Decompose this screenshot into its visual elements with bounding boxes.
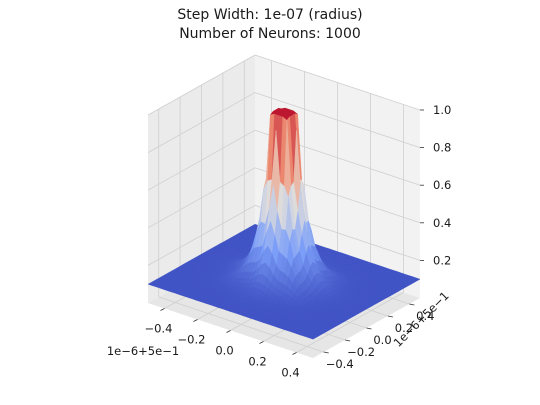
z-grid-back — [254, 54, 421, 111]
z-tick-label: 0.4 — [433, 216, 451, 230]
y-tick-label: −0.4 — [326, 357, 354, 371]
z-grid-left — [147, 205, 256, 266]
z-tick-label: 0.6 — [433, 178, 451, 192]
x-tick — [193, 319, 198, 322]
chart-title-block: Step Width: 1e-07 (radius) Number of Neu… — [0, 6, 540, 44]
surface-mesh — [147, 107, 421, 340]
y-tick-label: 0.2 — [395, 321, 413, 335]
x-tick-label: −0.4 — [145, 322, 173, 336]
y-tick — [366, 327, 372, 330]
y-tick-label: 0.4 — [416, 309, 434, 323]
x-tick — [226, 330, 231, 333]
x-tick-label: 0.0 — [215, 344, 233, 358]
x-tick — [292, 352, 297, 355]
x-tick — [160, 308, 165, 311]
surface-patch — [308, 336, 317, 340]
tick-marks — [160, 109, 424, 355]
y-tick-label: −0.2 — [347, 345, 375, 359]
y-tick — [409, 303, 415, 306]
z-grid-back — [254, 92, 421, 148]
z-tick-label: 1.0 — [433, 103, 451, 117]
z-tick-label: 0.8 — [433, 141, 451, 155]
y-tick-label: 0.0 — [373, 333, 391, 347]
z-grid-left — [147, 167, 256, 229]
z-grid-left — [147, 54, 256, 116]
chart-subtitle: Number of Neurons: 1000 — [179, 26, 361, 42]
y-grid-floor — [158, 296, 324, 353]
x-offset-label: 1e−6+5e−1 — [107, 344, 179, 358]
chart-title: Step Width: 1e-07 (radius) — [177, 7, 363, 23]
z-tick-label: 0.2 — [433, 253, 451, 267]
x-tick-label: −0.2 — [178, 333, 206, 347]
x-tick-label: 0.2 — [248, 355, 266, 369]
x-tick — [259, 341, 264, 344]
z-grid-left — [147, 129, 256, 191]
y-tick — [345, 339, 351, 342]
x-tick-label: 0.4 — [281, 366, 299, 380]
y-tick — [387, 315, 393, 318]
y-tick — [323, 351, 329, 354]
z-grid-left — [147, 92, 256, 153]
